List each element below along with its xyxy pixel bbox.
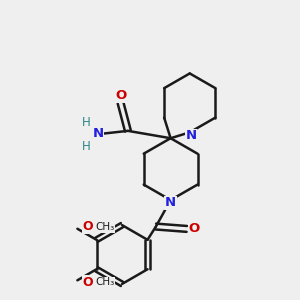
Text: H: H	[82, 140, 91, 153]
Text: O: O	[188, 222, 200, 236]
Text: O: O	[83, 220, 93, 233]
Text: N: N	[92, 127, 104, 140]
Text: N: N	[165, 196, 176, 209]
Text: O: O	[83, 276, 93, 289]
Text: CH₃: CH₃	[96, 277, 115, 287]
Text: O: O	[116, 89, 127, 102]
Text: H: H	[82, 116, 91, 129]
Text: N: N	[186, 129, 197, 142]
Text: CH₃: CH₃	[96, 222, 115, 232]
